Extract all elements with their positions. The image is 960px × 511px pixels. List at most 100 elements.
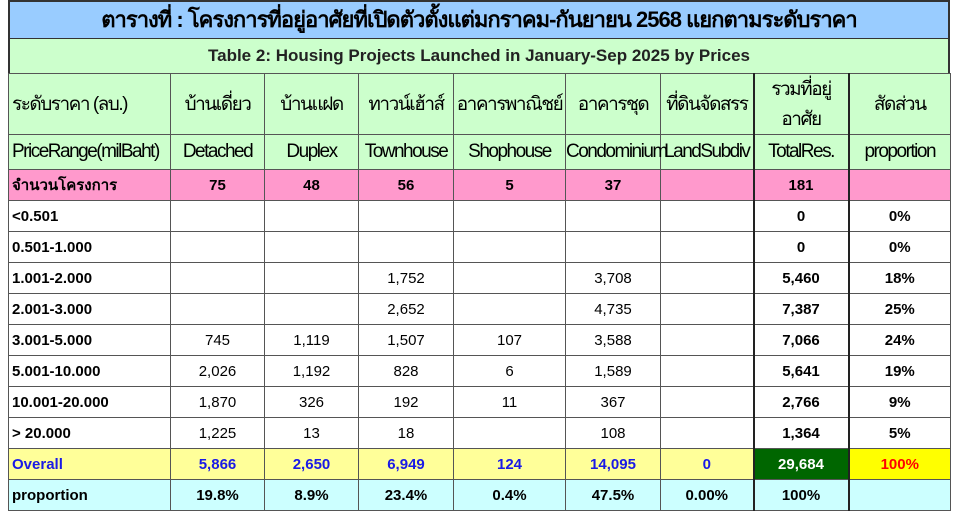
cell: 1,870 (170, 386, 265, 418)
cell: Townhouse (358, 134, 454, 170)
row-label: จำนวนโครงการ (8, 169, 171, 201)
cell: 181 (752, 169, 850, 201)
cell: 367 (565, 386, 661, 418)
cell: Detached (170, 134, 265, 170)
cell (264, 200, 359, 232)
cell: 1,364 (752, 417, 850, 449)
cell (848, 479, 951, 511)
cell: 37 (565, 169, 661, 201)
cell: 2,026 (170, 355, 265, 387)
cell (660, 231, 754, 263)
cell: 6,949 (358, 448, 454, 480)
cell: 3,708 (565, 262, 661, 294)
proportion-row: proportion 19.8% 8.9% 23.4% 0.4% 47.5% 0.00% 10… (8, 479, 951, 511)
cell: ที่ดินจัดสรร (660, 73, 754, 135)
row-label: 2.001-3.000 (8, 293, 171, 325)
cell (660, 386, 754, 418)
cell: 18% (848, 262, 951, 294)
cell (264, 262, 359, 294)
cell: 2,652 (358, 293, 454, 325)
cell (264, 231, 359, 263)
cell: 29,684 (752, 448, 850, 480)
cell: 124 (453, 448, 566, 480)
cell: 100% (848, 448, 951, 480)
cell: 192 (358, 386, 454, 418)
cell: ทาวน์เฮ้าส์ (358, 73, 454, 135)
cell: 5,641 (752, 355, 850, 387)
cell (565, 200, 661, 232)
cell: บ้านเดี่ยว (170, 73, 265, 135)
cell (660, 293, 754, 325)
cell: อาคารชุด (565, 73, 661, 135)
header-row-english: PriceRange(milBaht) Detached Duplex Townhou… (8, 134, 951, 170)
cell (660, 169, 754, 201)
cell: 326 (264, 386, 359, 418)
cell: 0.00% (660, 479, 754, 511)
cell: TotalRes. (752, 134, 850, 170)
cell (453, 417, 566, 449)
cell (264, 293, 359, 325)
row-label: ระดับราคา (ลบ.) (8, 73, 171, 135)
cell: proportion (848, 134, 951, 170)
row-label: Overall (8, 448, 171, 480)
cell (170, 262, 265, 294)
cell: 47.5% (565, 479, 661, 511)
cell: 0 (752, 200, 850, 232)
row-label: 3.001-5.000 (8, 324, 171, 356)
cell: 23.4% (358, 479, 454, 511)
cell: LandSubdiv (660, 134, 754, 170)
cell: 1,192 (264, 355, 359, 387)
cell (453, 293, 566, 325)
row-label: 5.001-10.000 (8, 355, 171, 387)
project-count-row: จำนวนโครงการ 75 48 56 5 37 181 (8, 169, 951, 201)
cell: 0 (660, 448, 754, 480)
cell: 2,650 (264, 448, 359, 480)
row-label: <0.501 (8, 200, 171, 232)
cell: 19% (848, 355, 951, 387)
cell: 1,589 (565, 355, 661, 387)
cell: 2,766 (752, 386, 850, 418)
table-row: 2.001-3.000 2,652 4,735 7,387 25% (8, 293, 951, 325)
table-row: 1.001-2.000 1,752 3,708 5,460 18% (8, 262, 951, 294)
table-row: 5.001-10.000 2,026 1,192 828 6 1,589 5,641 19% (8, 355, 951, 387)
cell: 25% (848, 293, 951, 325)
cell: 13 (264, 417, 359, 449)
cell: บ้านแฝด (264, 73, 359, 135)
cell: 1,507 (358, 324, 454, 356)
table-row: 0.501-1.000 0 0% (8, 231, 951, 263)
cell (660, 200, 754, 232)
price-range-table: ระดับราคา (ลบ.) บ้านเดี่ยว บ้านแฝด ทาวน์เฮ้… (8, 73, 951, 511)
table-subtitle: Table 2: Housing Projects Launched in Ja… (8, 39, 950, 73)
cell: 1,119 (264, 324, 359, 356)
cell: สัดส่วน (848, 73, 951, 135)
cell: 5% (848, 417, 951, 449)
cell: 745 (170, 324, 265, 356)
cell: อาคารพาณิชย์ (453, 73, 566, 135)
table-row: 3.001-5.000 745 1,119 1,507 107 3,588 7,066 24% (8, 324, 951, 356)
cell: 7,066 (752, 324, 850, 356)
cell: 6 (453, 355, 566, 387)
cell: 0% (848, 231, 951, 263)
table-row: > 20.000 1,225 13 18 108 1,364 5% (8, 417, 951, 449)
row-label: 10.001-20.000 (8, 386, 171, 418)
cell: 18 (358, 417, 454, 449)
cell: 48 (264, 169, 359, 201)
cell: 828 (358, 355, 454, 387)
housing-table-sheet: ตารางที่ : โครงการที่อยู่อาศัยที่เปิดตัว… (8, 0, 951, 511)
cell: 9% (848, 386, 951, 418)
cell: Duplex (264, 134, 359, 170)
cell: 5,460 (752, 262, 850, 294)
cell: Condominium (565, 134, 668, 170)
cell: 5,866 (170, 448, 265, 480)
table-row: 10.001-20.000 1,870 326 192 11 367 2,766 9% (8, 386, 951, 418)
cell (453, 231, 566, 263)
cell (358, 231, 454, 263)
cell: 11 (453, 386, 566, 418)
cell: 0 (752, 231, 850, 263)
row-label: > 20.000 (8, 417, 171, 449)
row-label: 0.501-1.000 (8, 231, 171, 263)
cell (453, 200, 566, 232)
row-label: PriceRange(milBaht) (8, 134, 171, 170)
cell: 75 (170, 169, 265, 201)
overall-row: Overall 5,866 2,650 6,949 124 14,095 0 29,684 10… (8, 448, 951, 480)
